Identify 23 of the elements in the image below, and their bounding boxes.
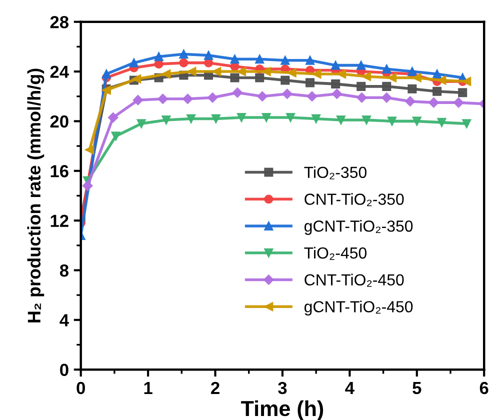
y-tick-label: 0 <box>60 364 68 376</box>
x-tick-label: 1 <box>144 382 152 394</box>
y-tick-label: 16 <box>50 165 68 178</box>
x-tick-label: 6 <box>480 382 488 394</box>
legend-label: CNT-TiO₂-450 <box>304 274 404 287</box>
x-tick-label: 0 <box>76 382 85 394</box>
x-tick-label: 2 <box>211 382 220 394</box>
x-tick-label: 3 <box>278 382 287 394</box>
x-tick-label: 4 <box>345 382 354 394</box>
x-tick-label: 5 <box>412 382 422 394</box>
y-tick-label: 4 <box>60 314 69 326</box>
y-tick-label: 8 <box>60 264 69 277</box>
y-tick-label: 24 <box>50 66 69 78</box>
legend-label: gCNT-TiO₂-350 <box>304 220 413 235</box>
legend-label: CNT-TiO₂-350 <box>304 193 404 206</box>
legend-label: TiO₂-350 <box>304 166 366 180</box>
y-tick-label: 20 <box>50 115 68 128</box>
legend-label: TiO₂-450 <box>304 246 366 260</box>
y-tick-label: 28 <box>50 16 69 28</box>
y-axis-title: H₂ production rate (mmol/h/g) <box>27 68 44 322</box>
x-axis-title: Time (h) <box>241 400 324 420</box>
legend-label: gCNT-TiO₂-450 <box>304 300 413 316</box>
y-tick-label: 12 <box>50 214 68 227</box>
